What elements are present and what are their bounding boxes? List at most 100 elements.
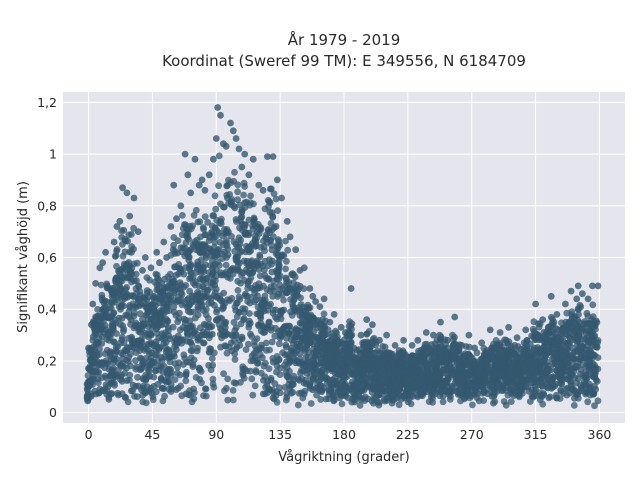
scatter-point [210,349,218,357]
scatter-point [135,283,143,291]
scatter-point [404,391,412,398]
scatter-point [553,326,561,333]
scatter-point [183,232,190,240]
scatter-point [215,229,223,237]
scatter-point [382,374,389,382]
scatter-point [157,314,165,322]
scatter-point [268,209,276,217]
scatter-point [268,246,276,254]
scatter-point [194,344,202,352]
scatter-point [113,330,120,337]
scatter-point [422,329,430,336]
scatter-point [276,286,284,293]
scatter-point [468,392,475,400]
scatter-point [233,253,240,261]
scatter-point [453,348,461,356]
scatter-point [229,332,237,340]
scatter-point [573,363,581,371]
scatter-point [305,330,313,338]
scatter-point [235,145,243,153]
scatter-point [109,323,117,330]
scatter-point [361,393,369,401]
scatter-point [461,395,468,403]
scatter-point [530,318,538,326]
scatter-point [210,243,218,251]
scatter-point [326,318,334,326]
scatter-point [127,350,134,358]
y-tick-label: 0,6 [37,250,57,265]
scatter-point [531,371,538,378]
scatter-point [414,393,422,401]
scatter-point [177,289,185,297]
x-tick-label: 270 [460,427,484,442]
scatter-point [245,248,253,256]
scatter-point [493,379,501,386]
scatter-point [249,269,256,277]
scatter-point [488,384,496,391]
scatter-point [115,314,123,322]
scatter-point [296,350,304,357]
scatter-point [117,361,125,369]
scatter-point [246,299,254,307]
scatter-point [186,301,194,309]
scatter-point [254,284,262,292]
scatter-point [276,340,283,348]
scatter-point [227,179,235,187]
scatter-point [256,345,264,353]
scatter-point [262,359,269,367]
scatter-point [576,356,584,364]
scatter-point [185,391,193,398]
scatter-point [240,191,248,199]
scatter-point [231,303,239,311]
scatter-point [350,344,358,352]
scatter-point [181,150,189,158]
scatter-point [466,343,473,351]
scatter-point [88,321,95,329]
scatter-point [102,381,110,389]
scatter-point [301,321,309,329]
scatter-point [92,280,99,287]
scatter-point [328,354,336,361]
scatter-point [97,319,105,327]
scatter-point [257,260,264,268]
scatter-point [212,135,220,142]
scatter-point [334,355,341,362]
scatter-point [545,394,553,402]
scatter-point [167,223,175,230]
scatter-point [440,378,448,385]
scatter-point [119,350,127,358]
scatter-point [160,284,168,292]
scatter-point [166,278,174,286]
x-tick-label: 225 [396,427,420,442]
scatter-point [224,396,232,404]
scatter-point [401,373,409,381]
scatter-point [444,357,451,364]
scatter-point [198,379,205,387]
scatter-point [359,385,367,393]
scatter-point [584,295,592,303]
scatter-point [545,377,553,384]
scatter-point [474,390,481,397]
scatter-point [163,254,171,261]
scatter-point [401,359,408,367]
scatter-point [234,196,242,204]
scatter-point [549,320,557,328]
scatter-point [354,380,362,388]
scatter-point [396,391,404,399]
scatter-point [266,229,273,237]
scatter-point [116,266,124,274]
scatter-point [161,335,169,342]
scatter-point [148,308,155,315]
scatter-point [121,295,128,302]
x-tick-label: 135 [268,427,292,442]
scatter-point [204,218,212,226]
scatter-point [522,326,530,334]
scatter-point [139,398,147,406]
scatter-point [275,356,282,364]
scatter-point [182,371,190,378]
scatter-point [152,367,160,374]
scatter-point [84,386,91,394]
scatter-point [187,323,195,331]
scatter-point [316,367,324,375]
scatter-point [471,344,478,352]
